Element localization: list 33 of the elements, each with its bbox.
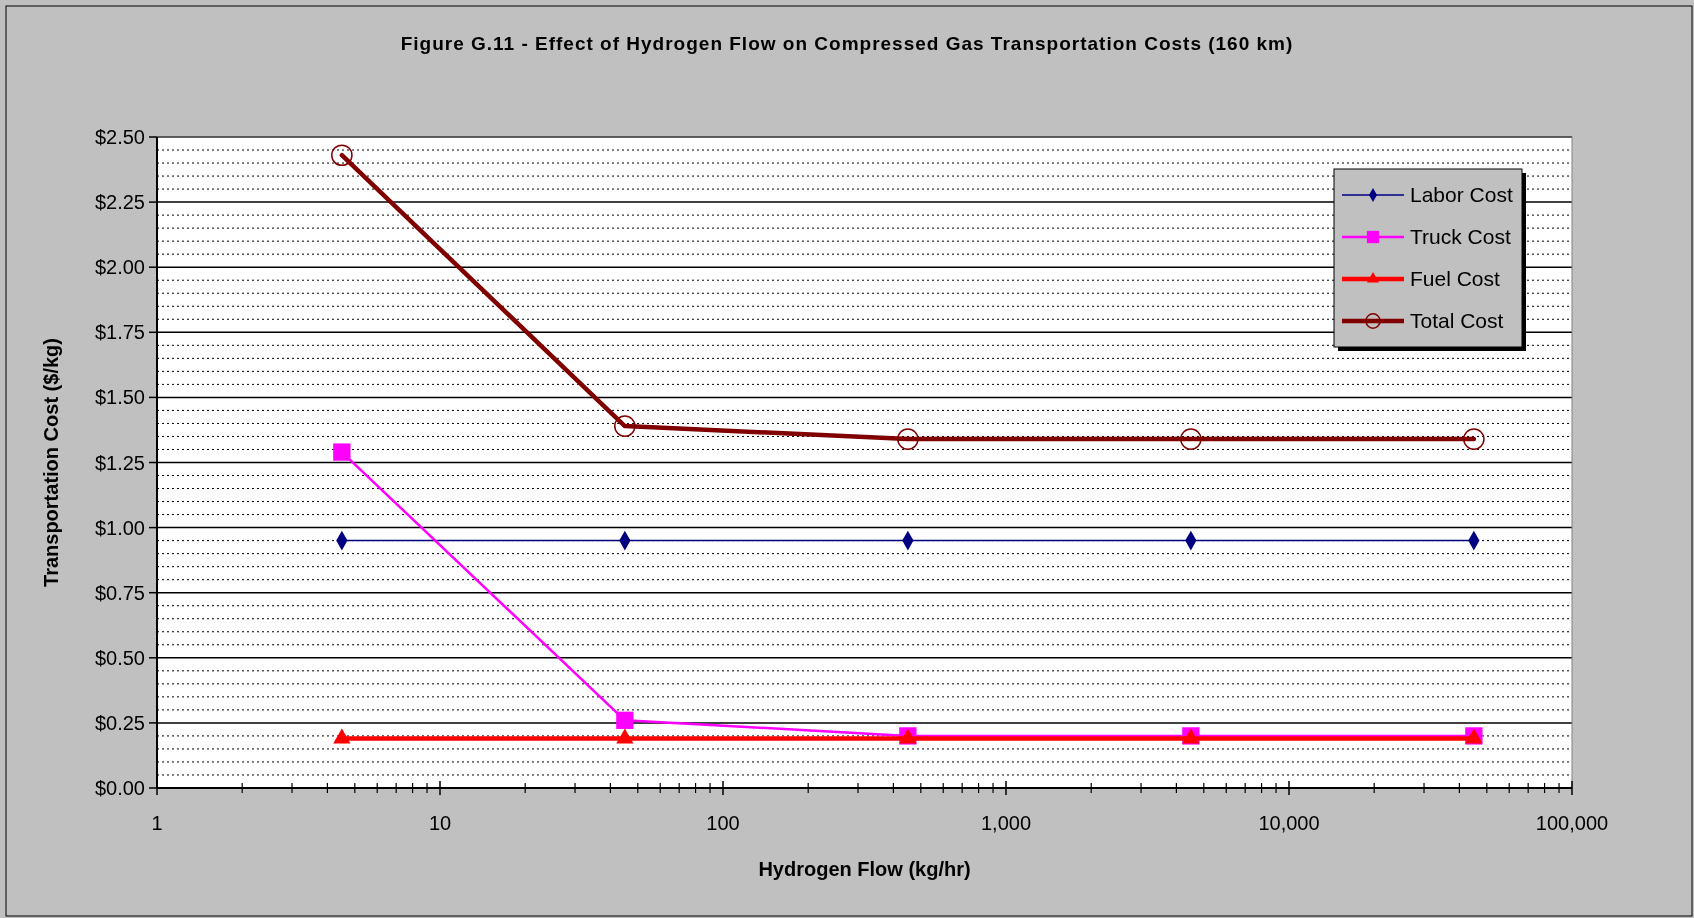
y-tick-label: $1.75: [94, 321, 145, 344]
y-tick-label: $2.50: [94, 126, 145, 148]
point: [616, 728, 634, 744]
point: [614, 415, 636, 437]
x-tick-label: 10,000: [1258, 812, 1320, 834]
x-tick-label: 100,000: [1535, 812, 1609, 834]
y-tick-label: $0.25: [94, 711, 145, 734]
chart-title: Figure G.11 - Effect of Hydrogen Flow on Compressed Gas Transportation Costs (160 km): [400, 33, 1294, 54]
x-tick-label: 1,000: [980, 812, 1032, 834]
point: [331, 144, 353, 167]
x-tick-label: 1: [151, 812, 163, 834]
point: [897, 428, 919, 450]
x-tick-label: 100: [706, 812, 740, 834]
x-tick-label: 10: [428, 812, 452, 834]
y-tick-label: $1.00: [94, 516, 145, 539]
y-tick-label: $0.75: [94, 581, 145, 604]
point: [616, 711, 634, 729]
y-tick-label: $1.25: [94, 451, 145, 474]
legend-label: Total Cost: [1410, 309, 1504, 332]
y-axis-title: Transportation Cost ($/kg): [40, 338, 62, 587]
x-axis-title: Hydrogen Flow (kg/hr): [758, 858, 971, 880]
y-tick-label: $2.25: [94, 191, 145, 214]
y-tick-label: $0.00: [94, 777, 145, 799]
point: [1463, 428, 1485, 450]
y-tick-label: $0.50: [94, 646, 145, 669]
legend-label: Labor Cost: [1410, 183, 1513, 206]
y-tick-label: $2.00: [94, 256, 145, 279]
point: [333, 728, 351, 744]
legend-label: Truck Cost: [1410, 225, 1511, 248]
point: [1180, 428, 1202, 450]
y-tick-label: $1.50: [94, 386, 145, 409]
legend-label: Fuel Cost: [1410, 267, 1501, 290]
point: [333, 443, 351, 461]
